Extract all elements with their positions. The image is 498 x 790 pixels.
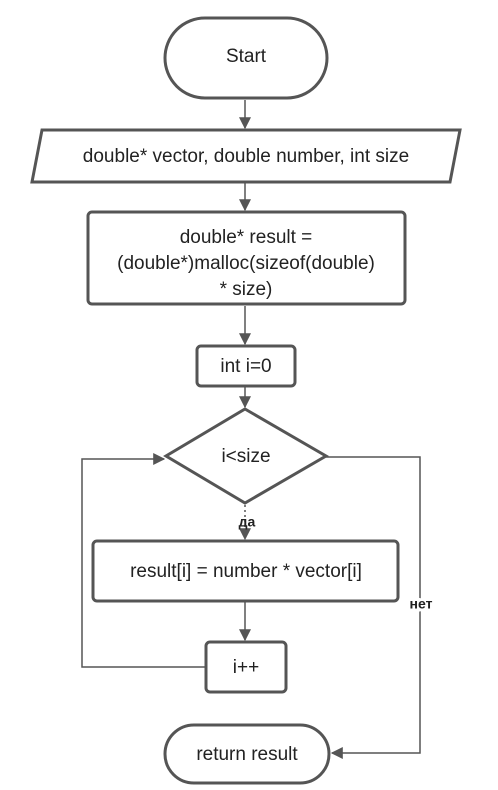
increment-process: i++	[206, 642, 286, 692]
yes-label: да	[239, 514, 256, 530]
end-label: return result	[196, 744, 298, 765]
init-label: int i=0	[220, 356, 271, 377]
alloc-process: double* result = (double*)malloc(sizeof(…	[88, 212, 405, 304]
condition-decision: i<size	[166, 409, 326, 503]
start-label: Start	[226, 46, 267, 67]
body-label: result[i] = number * vector[i]	[130, 561, 362, 582]
exit-arrow	[326, 457, 420, 753]
start-terminal: Start	[165, 18, 327, 98]
condition-label: i<size	[221, 446, 270, 467]
increment-label: i++	[233, 657, 259, 678]
end-terminal: return result	[165, 725, 329, 783]
body-process: result[i] = number * vector[i]	[93, 541, 398, 601]
input-parallelogram: double* vector, double number, int size	[32, 130, 460, 182]
alloc-label-line2: (double*)malloc(sizeof(double)	[117, 253, 375, 274]
no-label: нет	[410, 596, 433, 612]
init-process: int i=0	[197, 346, 295, 386]
input-label: double* vector, double number, int size	[83, 146, 409, 167]
alloc-label-line3: * size)	[220, 279, 273, 300]
alloc-label-line1: double* result =	[180, 227, 313, 248]
